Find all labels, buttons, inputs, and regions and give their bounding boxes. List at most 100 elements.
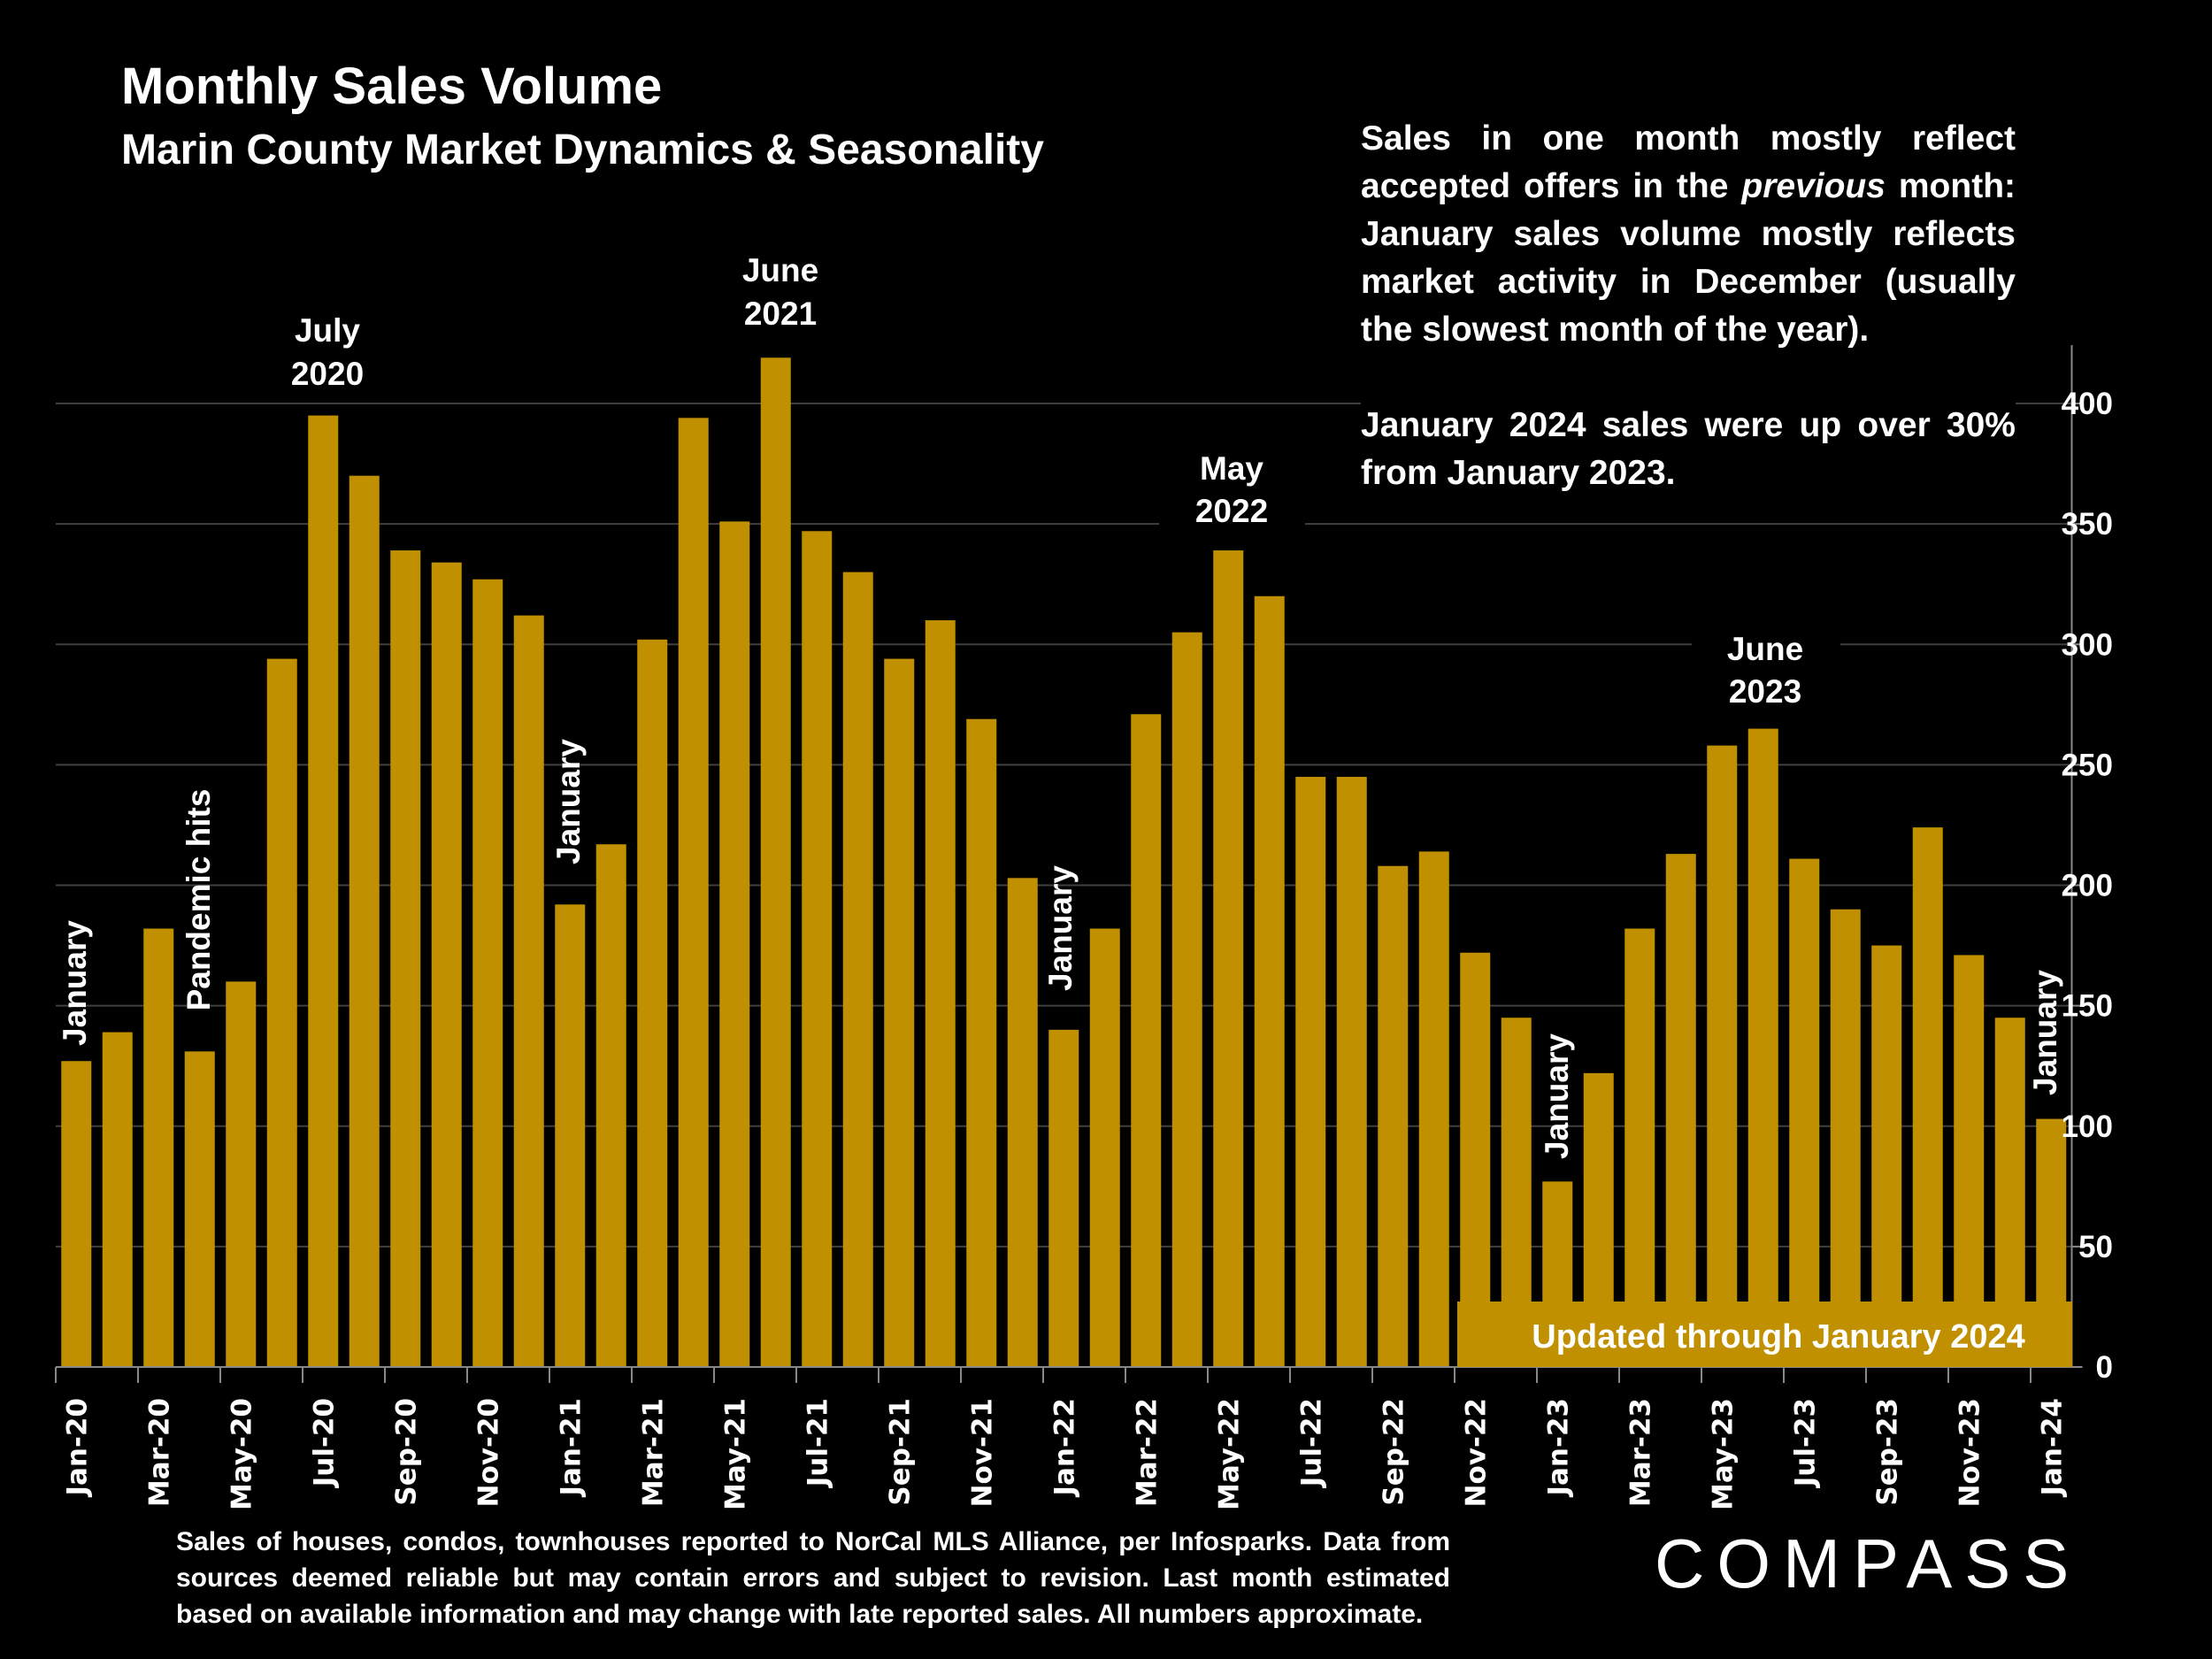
bar-Sep-22 (1378, 865, 1409, 1367)
annotation-june-2023-year: 2023 (1729, 673, 1801, 710)
bar-Apr-22 (1171, 632, 1202, 1367)
bar-Oct-20 (431, 562, 462, 1367)
bar-Jun-23 (1747, 728, 1778, 1367)
y-tick-label: 200 (2062, 869, 2113, 903)
bar-May-21 (719, 521, 750, 1367)
y-tick-label: 0 (2096, 1350, 2113, 1385)
x-tick-label: Nov-23 (1954, 1398, 1985, 1507)
y-tick-label: 300 (2062, 627, 2113, 662)
x-tick-label: Sep-23 (1871, 1398, 1903, 1506)
bar-Nov-22 (1460, 952, 1491, 1367)
bars (61, 357, 2067, 1368)
compass-logo: COMPASS (1655, 1525, 2082, 1602)
x-tick-label: Nov-20 (472, 1398, 504, 1507)
bar-Aug-23 (1830, 909, 1861, 1367)
x-tick-label: Mar-22 (1131, 1398, 1163, 1507)
annotation-june-2023-month: June (1727, 631, 1803, 667)
x-tick-label: Nov-22 (1460, 1398, 1492, 1507)
bar-Sep-20 (390, 550, 421, 1367)
bar-Apr-21 (678, 418, 709, 1368)
bar-Jun-20 (266, 658, 297, 1367)
explanatory-note: Sales in one month mostly reflect accept… (1361, 111, 2016, 501)
bar-Dec-21 (1007, 878, 1038, 1367)
bar-Jan-22 (1048, 1029, 1079, 1367)
x-tick-label: May-21 (719, 1398, 751, 1510)
x-tick-label: Nov-21 (966, 1398, 998, 1507)
x-tick-label: Sep-20 (390, 1398, 422, 1506)
bar-Feb-22 (1089, 928, 1120, 1367)
bar-Aug-22 (1336, 776, 1367, 1367)
annotation-may-2022-month: May (1200, 450, 1263, 487)
bar-Jul-21 (802, 531, 833, 1367)
note-paragraph-2: January 2024 sales were up over 30% from… (1361, 406, 2016, 492)
bar-May-20 (226, 981, 257, 1367)
bar-Dec-20 (513, 615, 544, 1367)
annotation-may-2022-year: 2022 (1195, 493, 1268, 529)
x-tick-label: Mar-21 (637, 1398, 669, 1507)
x-tick-label: Jul-20 (308, 1398, 340, 1488)
x-tick-label: Jan-22 (1048, 1398, 1080, 1498)
x-tick-label: May-20 (226, 1398, 257, 1510)
bar-Nov-23 (1954, 955, 1985, 1367)
updated-label: Updated through January 2024 (1532, 1318, 2024, 1356)
x-tick-label: Jul-22 (1295, 1398, 1327, 1488)
bar-Jul-20 (308, 415, 339, 1367)
footnote: Sales of houses, condos, townhouses repo… (176, 1527, 1450, 1629)
y-tick-label: 100 (2062, 1110, 2113, 1144)
bar-May-23 (1707, 745, 1738, 1367)
bar-Sep-23 (1871, 945, 1902, 1367)
bar-Jul-23 (1789, 858, 1820, 1367)
x-tick-label: Jul-23 (1789, 1398, 1821, 1488)
y-tick-label: 150 (2062, 989, 2113, 1024)
updated-banner (1457, 1302, 2072, 1367)
bar-Mar-21 (637, 639, 668, 1367)
x-tick-label: May-22 (1213, 1398, 1245, 1510)
bar-Nov-21 (966, 718, 997, 1367)
bar-Jan-20 (61, 1061, 92, 1367)
annotation-july-2020-month: July (295, 312, 360, 349)
annotation-january-2022: January (1042, 865, 1079, 991)
bar-Aug-20 (349, 475, 380, 1367)
x-tick-label: Mar-23 (1624, 1398, 1656, 1507)
bar-Feb-20 (102, 1032, 133, 1367)
note-paragraph-1: Sales in one month mostly reflect accept… (1361, 115, 2016, 354)
annotation-january-2024: January (2027, 970, 2063, 1095)
bar-Mar-20 (143, 928, 174, 1367)
bar-Nov-20 (472, 579, 503, 1367)
bar-Apr-20 (184, 1051, 215, 1367)
annotation-june-2021-month: June (742, 252, 818, 288)
chart-title: Monthly Sales Volume (121, 58, 663, 115)
bar-Jul-22 (1295, 776, 1326, 1367)
x-tick-label: Jan-20 (61, 1398, 93, 1498)
x-tick-label: Jul-21 (802, 1398, 833, 1488)
annotation-january-2023: January (1539, 1033, 1575, 1159)
bar-Jun-22 (1254, 595, 1285, 1367)
bar-Oct-22 (1418, 851, 1449, 1367)
x-tick-label: Sep-22 (1378, 1398, 1409, 1506)
x-tick-label: Jan-24 (2036, 1398, 2068, 1498)
y-tick-label: 250 (2062, 748, 2113, 782)
annotation-june-2021-year: 2021 (744, 296, 817, 332)
y-tick-label: 400 (2062, 387, 2113, 421)
bar-Apr-23 (1665, 854, 1696, 1367)
annotation-pandemic-hits: Pandemic hits (180, 789, 217, 1011)
x-tick-label: Sep-21 (884, 1398, 916, 1506)
y-axis-labels: 0 50 100 150 200 250 300 350 400 (2062, 387, 2113, 1385)
note-emphasis: previous (1741, 167, 1886, 205)
bar-Jan-21 (555, 904, 586, 1367)
bar-Mar-22 (1131, 714, 1162, 1367)
bar-Oct-23 (1912, 827, 1943, 1367)
bar-Feb-21 (595, 844, 626, 1367)
bar-Jun-21 (760, 357, 791, 1368)
bar-Aug-21 (842, 572, 873, 1367)
x-tick-label: May-23 (1707, 1398, 1739, 1510)
x-tick-label: Jan-21 (555, 1398, 587, 1498)
bar-May-22 (1213, 550, 1244, 1367)
note-text: Sales in one month mostly reflect accept… (1361, 119, 2016, 205)
annotation-july-2020-year: 2020 (291, 356, 364, 392)
x-axis-labels: Jan-20 Mar-20 May-20 Jul-20 Sep-20 Nov-20 Jan-… (61, 1398, 2068, 1510)
x-tick-label: Jan-23 (1542, 1398, 1574, 1498)
bar-Sep-21 (884, 658, 915, 1367)
annotation-january-2021: January (550, 739, 587, 864)
